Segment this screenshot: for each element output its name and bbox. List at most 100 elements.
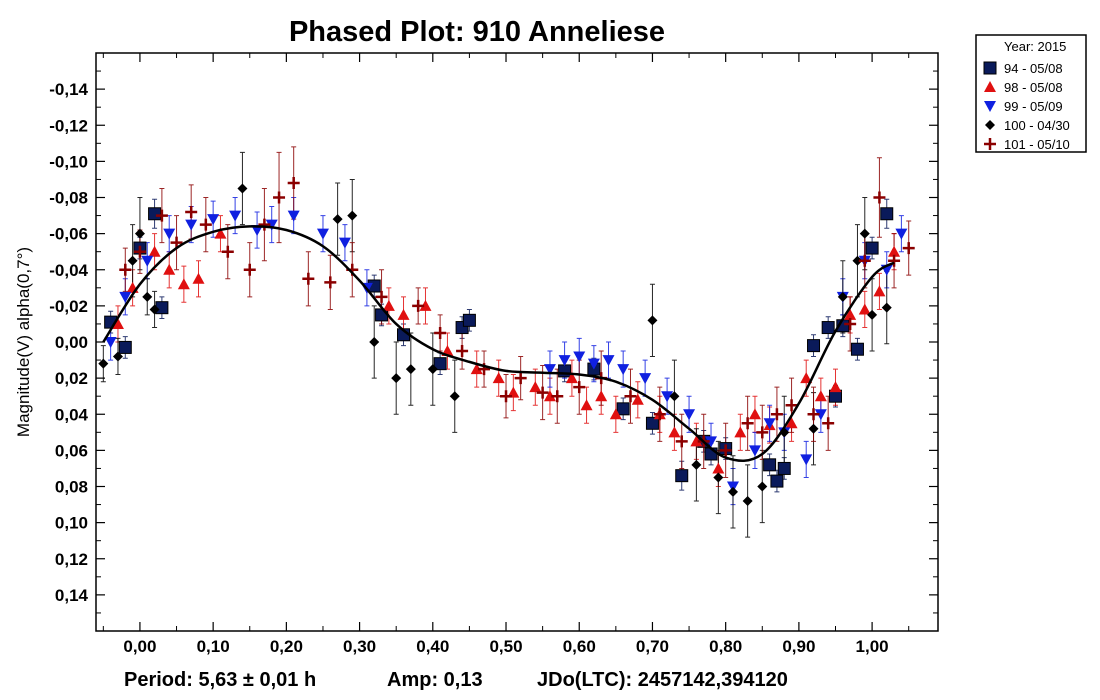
data-point [587, 358, 600, 370]
data-point [573, 381, 586, 394]
data-point [112, 351, 123, 362]
data-point [347, 210, 358, 221]
data-point [287, 177, 300, 190]
data-point [433, 357, 447, 371]
data-point [734, 426, 747, 438]
data-point [602, 355, 615, 367]
x-tick-label: 0,00 [123, 637, 156, 656]
data-point [551, 390, 564, 403]
data-point [316, 228, 329, 240]
data-point [324, 276, 337, 289]
y-axis-tick-labels: -0,14 -0,12 -0,10 -0,08 -0,06 -0,04 -0,02 0,00 0… [49, 80, 88, 605]
data-point [859, 228, 870, 239]
legend-label: 98 - 05/08 [1004, 80, 1063, 95]
data-point [192, 272, 205, 284]
data-point [661, 391, 674, 403]
legend-marker [984, 101, 996, 112]
plot-area [95, 52, 939, 632]
data-point [770, 474, 784, 488]
legend-marker [985, 120, 995, 130]
data-point [683, 409, 696, 421]
data-point [858, 303, 871, 315]
data-point [104, 337, 117, 348]
y-tick-label: -0,02 [49, 297, 88, 316]
data-point [177, 278, 190, 290]
data-point [149, 304, 160, 315]
y-tick-label: -0,04 [49, 261, 88, 280]
data-point [118, 340, 132, 354]
x-tick-label: 0,10 [197, 637, 230, 656]
data-point [302, 272, 315, 285]
x-tick-label: 0,20 [270, 637, 303, 656]
data-point [207, 214, 220, 226]
legend-marker [983, 61, 997, 75]
data-point [185, 219, 198, 231]
data-point [814, 390, 827, 402]
data-point [800, 372, 813, 384]
data-point [741, 417, 754, 430]
data-point [873, 285, 886, 297]
data-point [148, 207, 162, 221]
data-point [895, 228, 908, 240]
data-point [777, 461, 791, 475]
fit-curve [102, 225, 895, 463]
data-point [507, 386, 520, 398]
data-point [119, 263, 132, 276]
y-tick-label: -0,14 [49, 80, 88, 99]
data-point [756, 426, 769, 439]
data-point [742, 495, 753, 506]
data-point [757, 481, 768, 492]
legend-label: 101 - 05/10 [1004, 137, 1070, 152]
legend-label: 94 - 05/08 [1004, 61, 1063, 76]
data-point [690, 435, 703, 447]
data-point [462, 313, 476, 327]
data-point [888, 254, 901, 267]
data-point [844, 317, 857, 330]
plot-frame [95, 52, 939, 632]
x-tick-label: 0,80 [709, 637, 742, 656]
data-point [653, 408, 666, 421]
data-point [645, 416, 659, 430]
data-point [163, 263, 176, 275]
y-tick-label: 0,04 [55, 405, 89, 424]
data-point [456, 345, 469, 358]
axis-ticks [96, 53, 938, 631]
data-point [405, 364, 416, 375]
data-point [647, 315, 658, 326]
x-tick-label: 0,30 [343, 637, 376, 656]
data-point [675, 469, 689, 483]
y-tick-label: -0,10 [49, 152, 88, 171]
data-point [558, 364, 572, 378]
data-point [98, 358, 109, 369]
data-point [449, 391, 460, 402]
data-point [434, 326, 447, 339]
data-point [580, 399, 593, 411]
data-point [565, 372, 578, 384]
data-point [391, 373, 402, 384]
data-point [844, 308, 857, 320]
data-point [221, 245, 234, 258]
data-point [338, 237, 351, 249]
legend-title: Year: 2015 [1004, 39, 1066, 54]
data-point [419, 299, 432, 311]
data-point [375, 290, 388, 303]
jdo-text: JDo(LTC): 2457142,394120 [537, 669, 788, 691]
data-point [133, 245, 146, 258]
data-point [543, 390, 556, 402]
data-point [529, 381, 542, 393]
data-point [412, 299, 425, 312]
data-point [536, 386, 549, 399]
data-point [273, 191, 286, 204]
data-point [237, 183, 248, 194]
data-point [624, 390, 637, 403]
data-point [251, 225, 264, 237]
data-point [719, 444, 732, 457]
data-point [500, 390, 513, 403]
legend: Year: 2015 94 - 05/08 98 - 05/08 99 - 05/0… [975, 34, 1087, 153]
error-bars [100, 146, 912, 538]
data-point [675, 435, 688, 448]
data-point [770, 408, 783, 421]
y-tick-label: 0,14 [55, 586, 89, 605]
data-point [427, 364, 438, 375]
x-tick-label: 0,90 [782, 637, 815, 656]
